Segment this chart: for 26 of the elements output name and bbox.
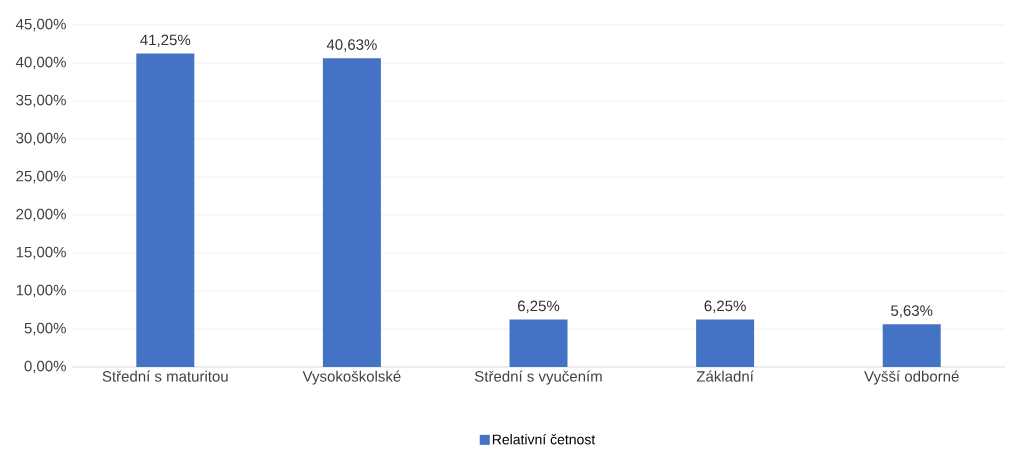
y-tick-label: 15,00% [16, 246, 66, 260]
y-tick-label: 30,00% [16, 132, 66, 146]
data-label: 6,25% [704, 300, 746, 313]
data-label: 5,63% [891, 305, 933, 318]
x-tick-label: Vysokoškolské [302, 370, 401, 385]
y-tick-label: 25,00% [16, 170, 66, 184]
bar [136, 53, 195, 367]
x-tick-label: Střední s vyučením [475, 370, 602, 385]
x-tick-label: Střední s maturitou [102, 370, 228, 382]
x-tick-label: Vyšší odborné [864, 370, 959, 385]
bar [882, 324, 941, 367]
data-label: 40,63% [326, 39, 377, 52]
bar [696, 319, 755, 367]
y-tick-label: 35,00% [16, 94, 66, 108]
legend-label: Relativní četnost [492, 433, 596, 445]
y-tick-label: 5,00% [24, 322, 66, 336]
bar [322, 58, 381, 367]
y-tick-label: 0,00% [24, 360, 66, 374]
y-tick-label: 45,00% [15, 18, 66, 32]
bar [509, 319, 568, 367]
data-label: 41,25% [140, 34, 191, 47]
y-tick-label: 10,00% [16, 284, 66, 298]
x-tick-label: Základní [696, 370, 754, 382]
data-label: 6,25% [518, 300, 560, 313]
y-tick-label: 20,00% [16, 208, 66, 222]
y-tick-label: 40,00% [15, 56, 66, 70]
